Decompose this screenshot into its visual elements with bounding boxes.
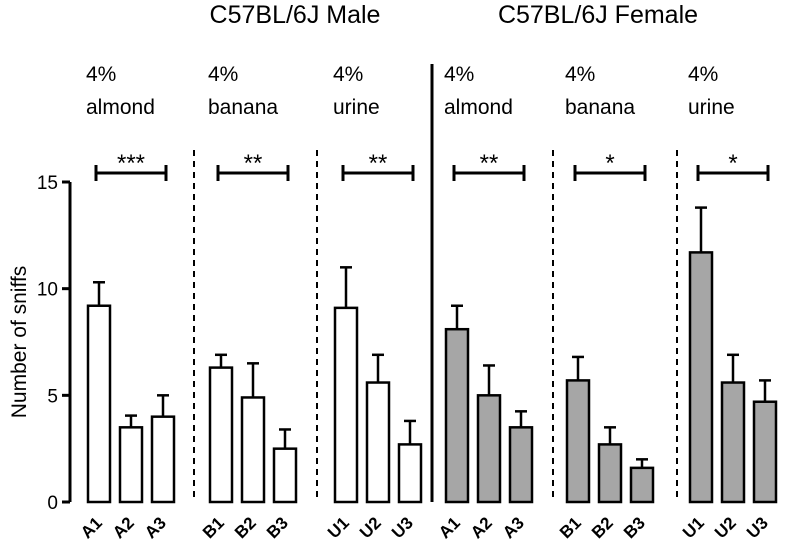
x-tick-label: B3: [263, 513, 292, 542]
y-tick-label: 5: [47, 386, 58, 407]
x-tick-label: A3: [499, 513, 528, 542]
group-title: C57BL/6J Female: [498, 1, 698, 29]
bar: [476, 394, 502, 504]
bar: [150, 415, 176, 504]
condition-label-line1: 4%: [208, 63, 238, 86]
panel-separators: [193, 64, 678, 502]
x-tick-label: A1: [77, 513, 106, 542]
bar: [208, 366, 234, 504]
condition-label-line1: 4%: [333, 63, 363, 86]
x-tick-label: B2: [588, 513, 617, 542]
bar: [333, 306, 359, 504]
x-tick-label: B1: [556, 513, 585, 542]
y-tick-label: 15: [37, 173, 58, 194]
x-tick-labels: A1 A2 A3 B1 B2 B3 U1 U2 U3 A1 A2 A3 B1 B2 B3 U1 U2 U3: [77, 513, 772, 542]
bar: [86, 304, 112, 504]
x-tick-label: A3: [141, 513, 170, 542]
group-title: C57BL/6J Male: [210, 1, 381, 29]
bar: [565, 379, 591, 504]
significance-stars: **: [480, 150, 499, 177]
bar: [629, 466, 655, 504]
x-tick-label: A1: [435, 513, 464, 542]
condition-label-line2: banana: [565, 96, 635, 119]
significance-stars: **: [369, 150, 388, 177]
x-tick-label: U3: [388, 513, 417, 542]
condition-label-line2: almond: [86, 96, 155, 119]
condition-label-line1: 4%: [86, 63, 116, 86]
bar: [118, 426, 144, 504]
x-tick-label: U1: [324, 513, 353, 542]
y-tick-label: 10: [37, 280, 58, 301]
bar: [508, 426, 534, 504]
significance-stars: ***: [117, 150, 145, 177]
x-tick-label: U1: [679, 513, 708, 542]
x-tick-label: B2: [231, 513, 260, 542]
x-tick-label: B3: [620, 513, 649, 542]
x-tick-label: U3: [743, 513, 772, 542]
x-tick-label: A2: [109, 513, 138, 542]
y-tick-label: 0: [47, 493, 58, 514]
bars: [86, 206, 778, 504]
bar: [444, 327, 470, 504]
condition-label-line2: almond: [444, 96, 513, 119]
bar: [720, 381, 746, 504]
significance-stars: *: [605, 150, 614, 177]
condition-label-line2: banana: [208, 96, 278, 119]
condition-label-line1: 4%: [444, 63, 474, 86]
x-tick-label: A2: [467, 513, 496, 542]
bar: [397, 443, 423, 504]
bar: [752, 400, 778, 504]
x-tick-label: U2: [356, 513, 385, 542]
condition-label-line1: 4%: [565, 63, 595, 86]
x-tick-label: B1: [199, 513, 228, 542]
bar: [688, 251, 714, 504]
axes: 0 5 10 15 Number of sniffs: [8, 173, 72, 514]
x-tick-label: U2: [711, 513, 740, 542]
annotations: C57BL/6J Male4%almond***4%banana**4%urin…: [86, 1, 770, 181]
bar: [597, 443, 623, 504]
significance-stars: **: [244, 150, 263, 177]
y-axis-label: Number of sniffs: [8, 266, 31, 419]
significance-stars: *: [728, 150, 737, 177]
bar: [240, 396, 266, 504]
bar: [272, 447, 298, 504]
condition-label-line2: urine: [333, 96, 380, 119]
condition-label-line1: 4%: [688, 63, 718, 86]
condition-label-line2: urine: [688, 96, 735, 119]
bar: [365, 381, 391, 504]
